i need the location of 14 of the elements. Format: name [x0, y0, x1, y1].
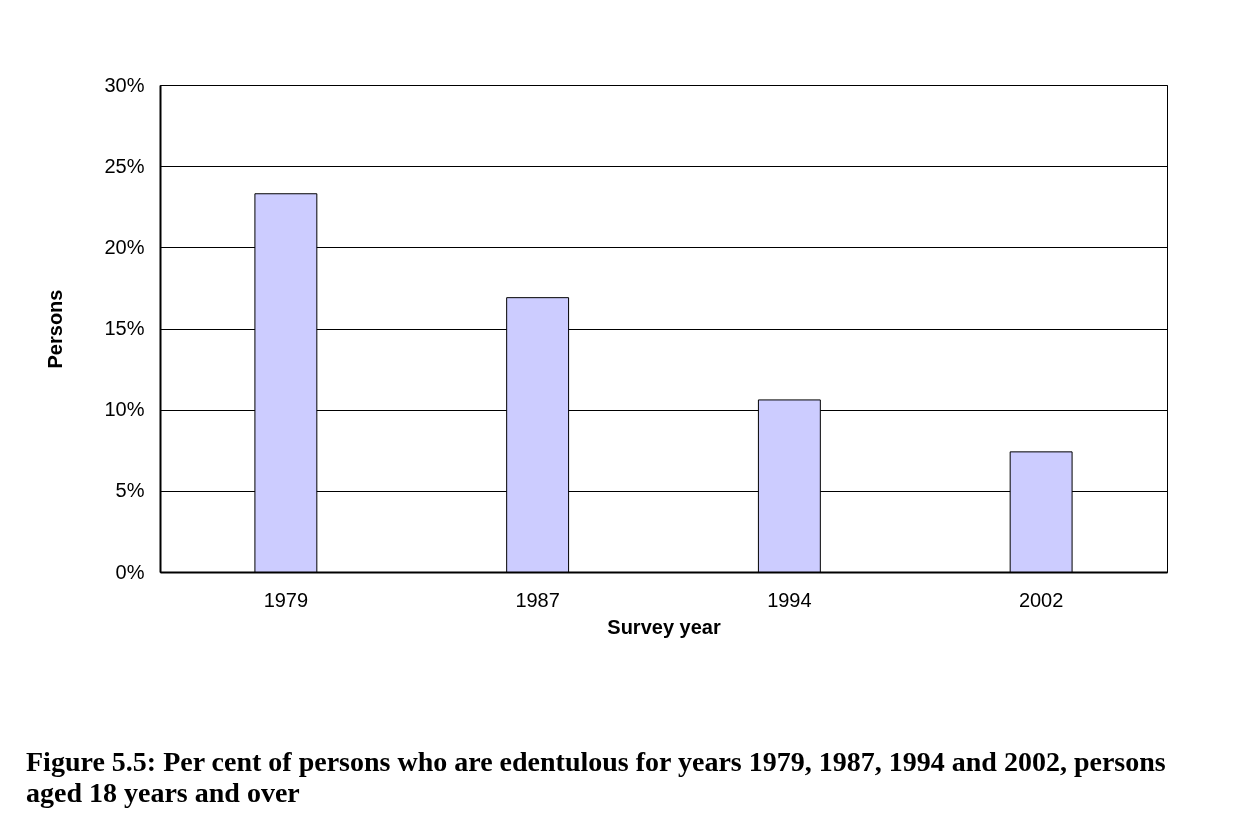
y-tick-label: 20%	[104, 235, 145, 258]
y-tick-label: 25%	[104, 154, 145, 177]
y-tick-label: 5%	[115, 479, 145, 502]
y-axis-title: Persons	[44, 289, 67, 369]
y-tick-label: 10%	[104, 398, 145, 421]
y-tick-label: 15%	[104, 317, 145, 339]
text: Figure 5.5: Per cent of persons who are edentulous for years 1979, 1987, 1994 and 2002, persons aged 18 years and over	[26, 746, 1166, 808]
x-tick-label: 2002	[1018, 588, 1064, 611]
x-tick-label: 1987	[515, 588, 560, 611]
y-tick-label: 30%	[104, 73, 145, 96]
x-tick-label: 1994	[767, 588, 812, 611]
y-tick-label: 0%	[115, 560, 145, 583]
x-tick-label: 1979	[263, 588, 309, 611]
x-axis-title: Survey year	[607, 615, 721, 638]
